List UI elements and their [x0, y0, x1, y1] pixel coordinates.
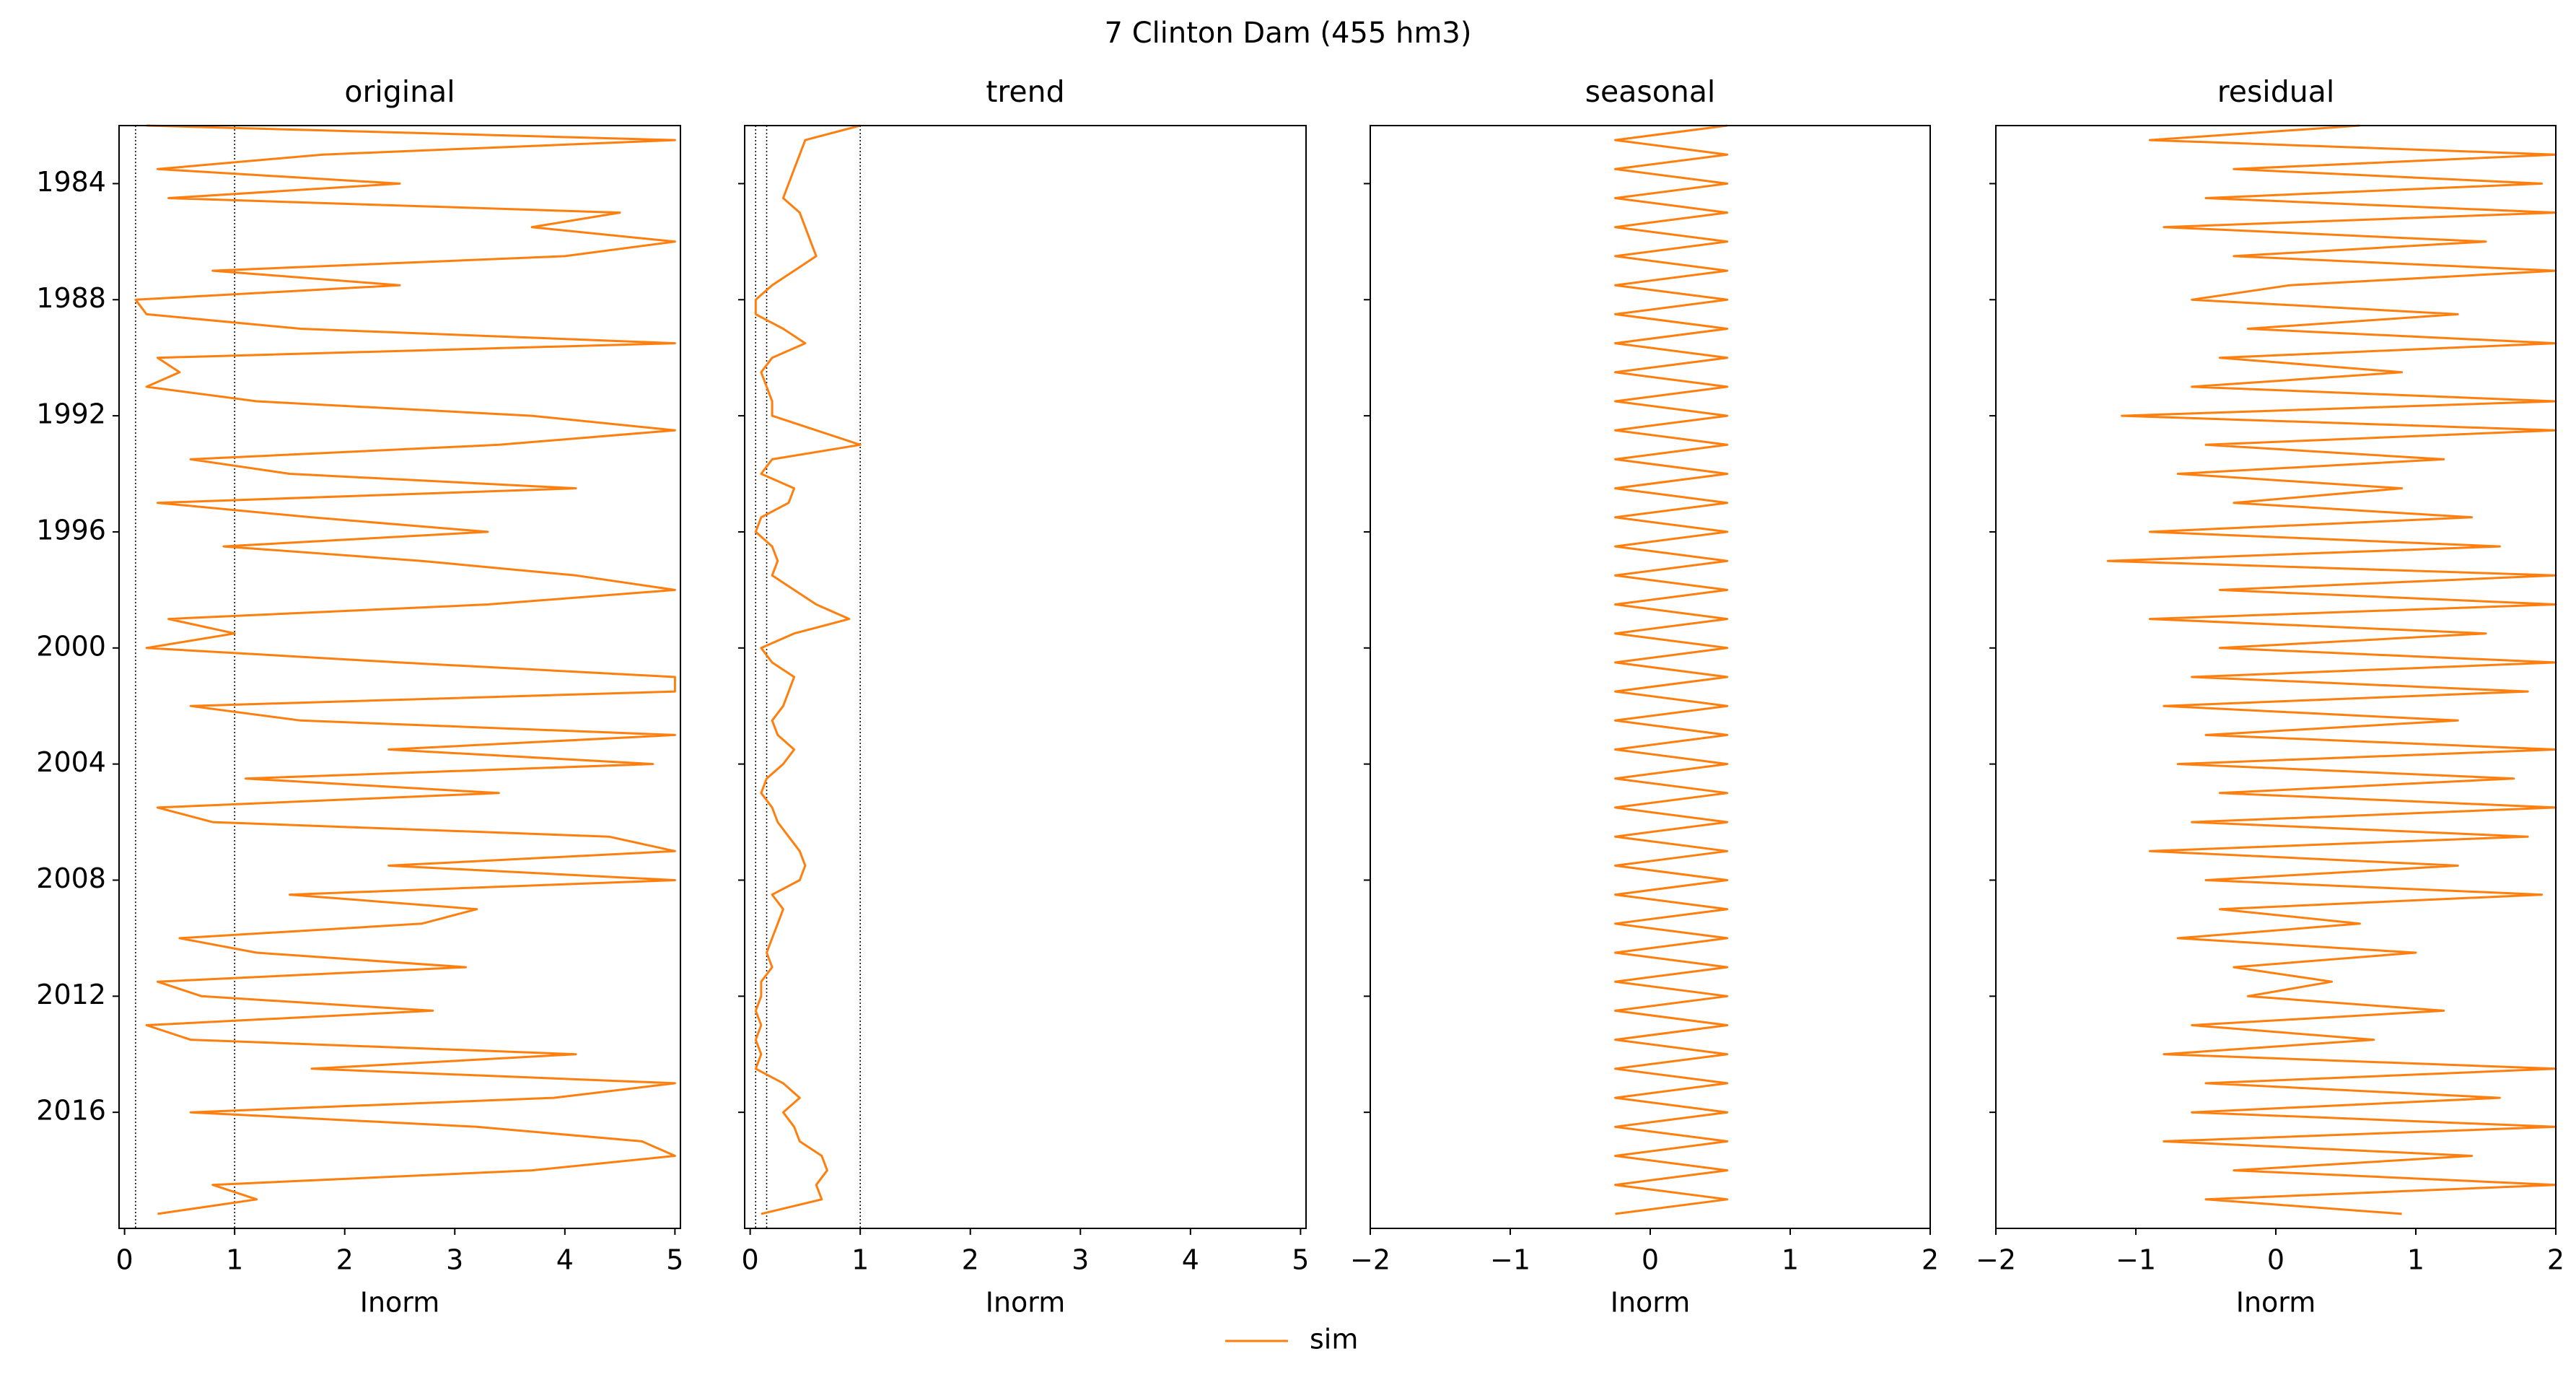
axes-frame [118, 125, 681, 1229]
x-tick-label: 5 [1292, 1244, 1309, 1276]
x-axis-label: Inorm [1611, 1287, 1691, 1319]
subplot-title: trend [986, 74, 1064, 109]
x-tick-label: −1 [2116, 1244, 2156, 1276]
data-line [1614, 124, 1729, 1215]
y-tick-label: 1988 [36, 282, 106, 314]
x-tick-label: 2 [336, 1244, 354, 1276]
x-tick-label: 4 [1182, 1244, 1199, 1276]
x-tick-label: 1 [1782, 1244, 1799, 1276]
y-tick-label: 2016 [36, 1095, 106, 1127]
axes-frame [744, 125, 1307, 1229]
x-tick-label: 2 [1922, 1244, 1939, 1276]
x-axis-label: Inorm [2236, 1287, 2316, 1319]
x-tick-label: −2 [1350, 1244, 1390, 1276]
y-tick-label: 1992 [36, 398, 106, 430]
x-tick-label: 1 [226, 1244, 243, 1276]
y-tick-label: 2008 [36, 862, 106, 894]
x-tick-label: 4 [556, 1244, 574, 1276]
x-tick-label: −2 [1976, 1244, 2016, 1276]
x-tick-label: 0 [2267, 1244, 2284, 1276]
y-tick-label: 2004 [36, 746, 106, 778]
x-tick-label: 3 [446, 1244, 463, 1276]
subplot-title: residual [2217, 74, 2334, 109]
subplot-title: seasonal [1585, 74, 1716, 109]
legend-label: sim [1310, 1324, 1358, 1355]
x-tick-label: 0 [116, 1244, 133, 1276]
x-tick-label: 3 [1072, 1244, 1089, 1276]
axes-frame [1995, 125, 2557, 1229]
y-tick-label: 2000 [36, 630, 106, 662]
x-tick-label: 5 [666, 1244, 683, 1276]
x-axis-label: Inorm [986, 1287, 1066, 1319]
x-tick-label: 1 [2407, 1244, 2424, 1276]
subplot-title: original [344, 74, 455, 109]
data-line [134, 124, 676, 1215]
x-tick-label: 0 [742, 1244, 759, 1276]
x-tick-label: 2 [962, 1244, 979, 1276]
y-tick-label: 2012 [36, 979, 106, 1010]
figure-title: 7 Clinton Dam (455 hm3) [1105, 17, 1472, 50]
x-tick-label: 2 [2547, 1244, 2564, 1276]
x-tick-label: −1 [1490, 1244, 1530, 1276]
data-line [2106, 124, 2557, 1215]
data-line [754, 124, 862, 1215]
x-tick-label: 1 [851, 1244, 869, 1276]
y-tick-label: 1996 [36, 514, 106, 546]
x-tick-label: 0 [1642, 1244, 1659, 1276]
x-axis-label: Inorm [360, 1287, 440, 1319]
y-tick-label: 1984 [36, 166, 106, 198]
axes-frame [1370, 125, 1931, 1229]
